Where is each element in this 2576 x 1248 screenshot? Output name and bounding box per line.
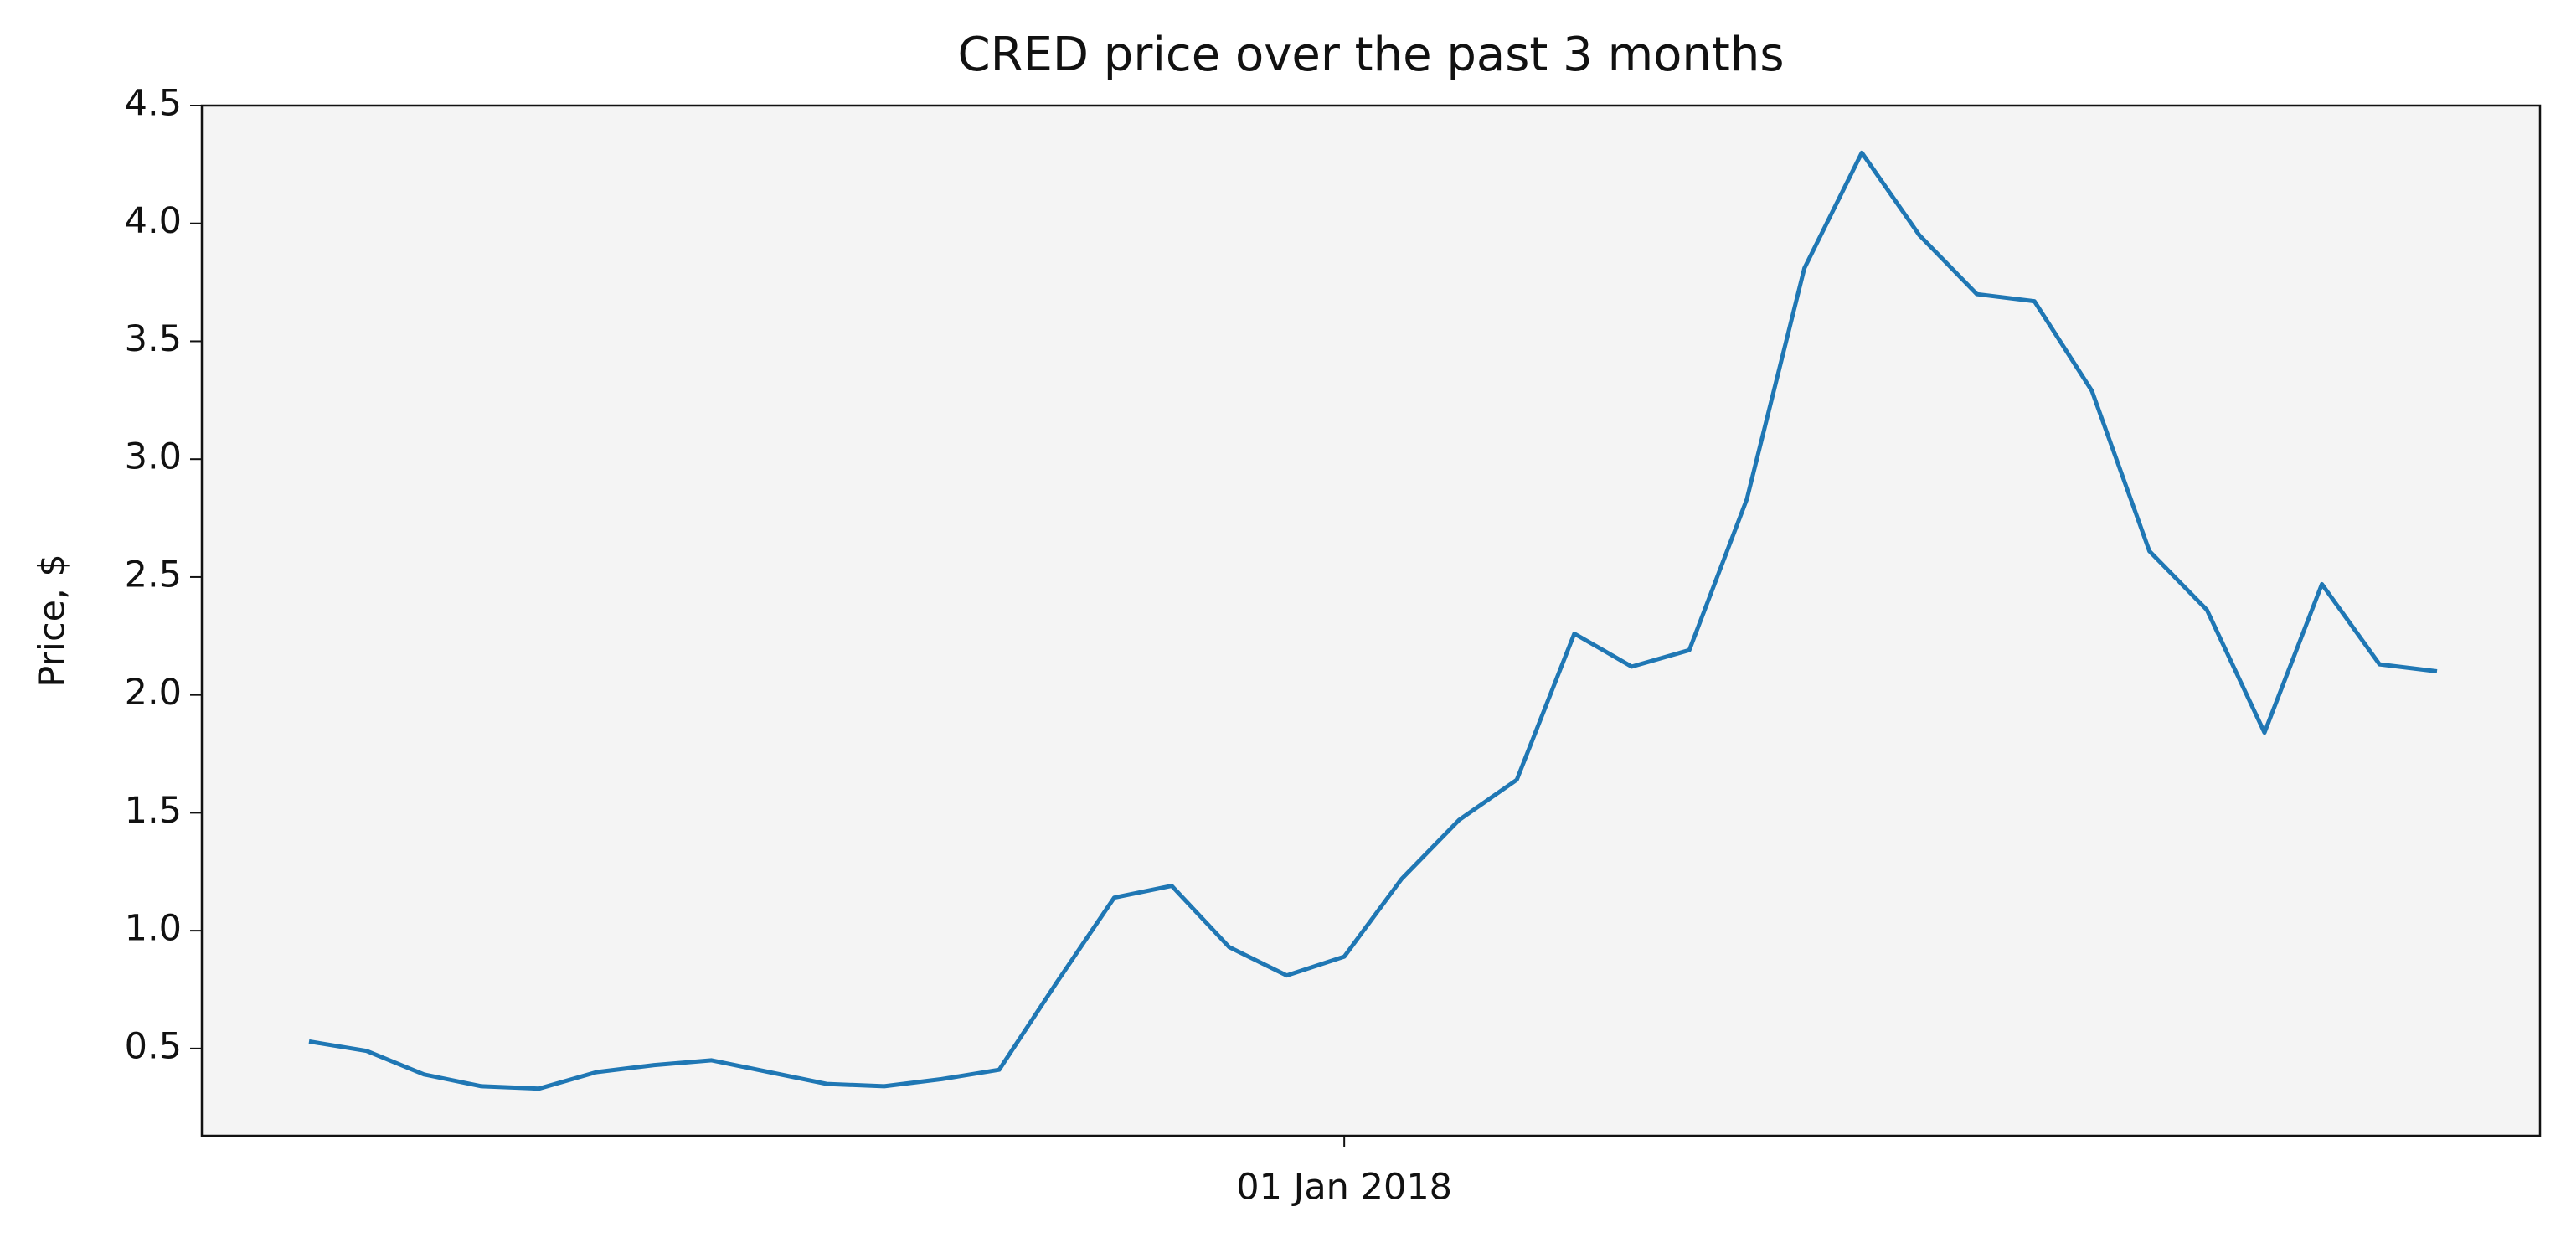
y-tick-label: 1.0 (125, 908, 182, 950)
y-tick-label: 2.5 (125, 554, 182, 596)
y-axis-label: Price, $ (32, 554, 74, 688)
chart-title: CRED price over the past 3 months (957, 28, 1784, 82)
plot-area (202, 106, 2540, 1136)
x-tick-label: 01 Jan 2018 (1236, 1167, 1452, 1209)
y-tick-label: 1.5 (125, 790, 182, 832)
y-tick-label: 3.0 (125, 436, 182, 478)
y-tick-label: 4.0 (125, 200, 182, 242)
plot-frame (200, 104, 2542, 1137)
y-tick-label: 4.5 (125, 83, 182, 125)
y-tick-label: 0.5 (125, 1025, 182, 1067)
price-line (308, 150, 2438, 1091)
y-tick-label: 2.0 (125, 672, 182, 714)
y-tick-label: 3.5 (125, 318, 182, 360)
